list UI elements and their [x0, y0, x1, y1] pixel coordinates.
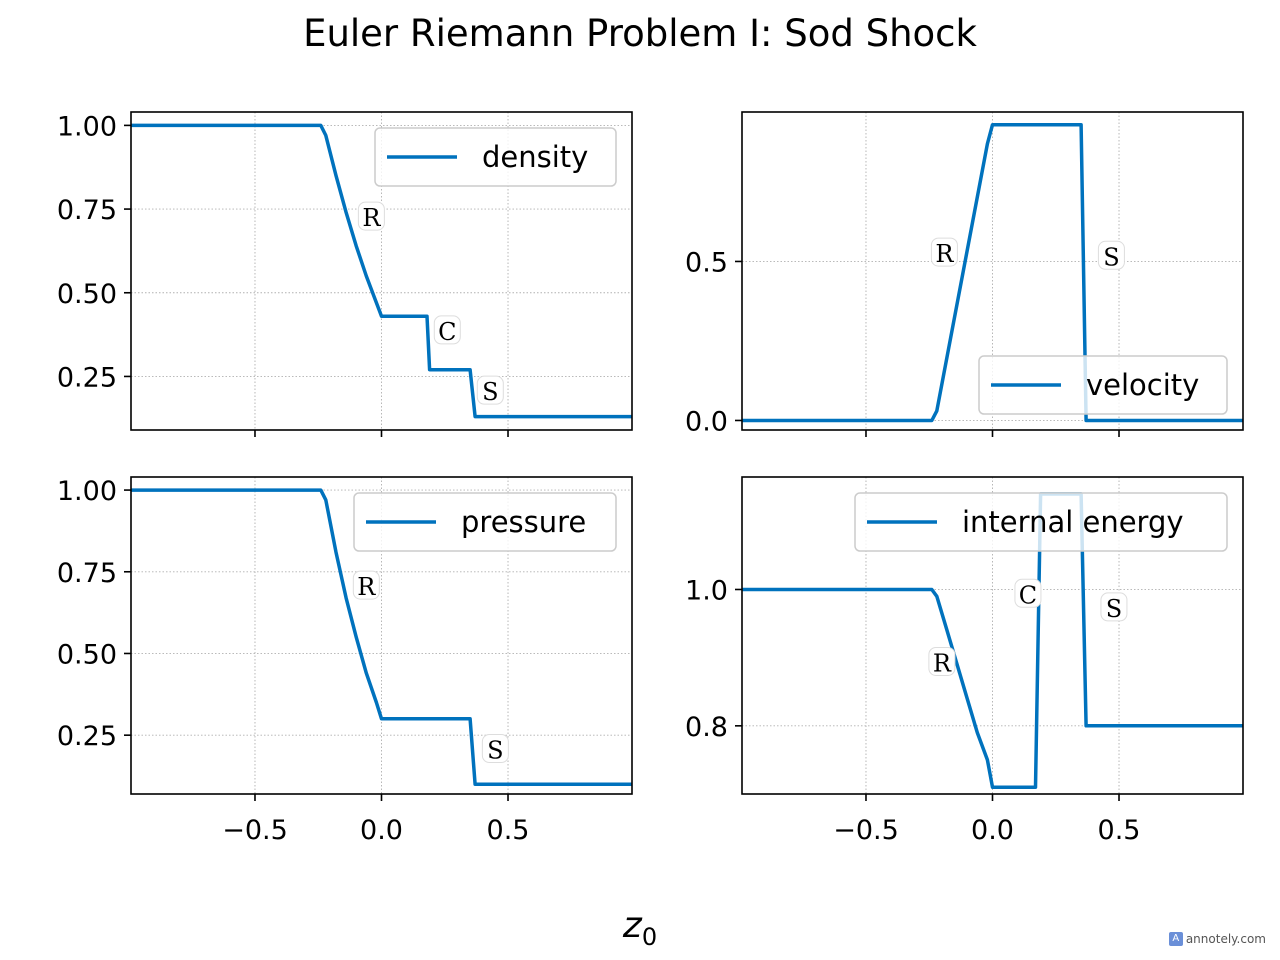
annotation-label-C: C — [1019, 581, 1037, 609]
y-tick-label: 1.00 — [57, 476, 117, 507]
annotation-label-R: R — [935, 240, 954, 268]
legend-box — [374, 127, 617, 187]
x-tick-label: 0.5 — [487, 815, 530, 846]
legend-box — [854, 492, 1228, 552]
annotation-label-R: R — [362, 204, 381, 232]
y-tick-label: 0.25 — [57, 721, 117, 752]
legend-label: pressure — [461, 505, 586, 539]
annotation-box — [481, 734, 509, 764]
shared-x-axis-label: z0 — [622, 905, 658, 952]
y-tick-label: 0.75 — [57, 558, 117, 589]
legend-box — [353, 492, 617, 552]
legend-label: internal energy — [962, 505, 1184, 539]
annotation-label-R: R — [933, 649, 952, 677]
annotation-box — [928, 646, 956, 676]
annotation-box — [1100, 592, 1128, 622]
y-tick-label: 0.50 — [57, 279, 117, 310]
annotation-box — [352, 570, 380, 600]
annotation-label-S: S — [1106, 595, 1122, 623]
x-tick-label: −0.5 — [833, 815, 899, 846]
y-tick-label: 0.75 — [57, 195, 117, 226]
x-tick-label: 0.0 — [360, 815, 403, 846]
annotely-logo-icon: A — [1168, 932, 1183, 946]
y-tick-label: 0.50 — [57, 639, 117, 670]
legend-label: density — [482, 140, 588, 174]
x-tick-label: −0.5 — [222, 815, 288, 846]
y-tick-label: 0.5 — [685, 247, 728, 278]
annotation-label-S: S — [487, 737, 503, 765]
annotation-box — [357, 201, 385, 231]
annotation-box — [1014, 578, 1042, 608]
y-tick-label: 0.0 — [685, 406, 728, 437]
y-tick-label: 1.0 — [685, 575, 728, 606]
watermark: A annotely.com — [1168, 932, 1266, 946]
watermark-text: annotely.com — [1185, 932, 1266, 946]
annotation-label-R: R — [357, 573, 376, 601]
legend-label: velocity — [1086, 368, 1199, 402]
x-tick-label: 0.5 — [1098, 815, 1141, 846]
legend-box — [978, 355, 1228, 415]
annotation-box — [930, 237, 958, 267]
y-tick-label: 0.8 — [685, 712, 728, 743]
annotation-box — [476, 375, 504, 405]
annotation-label-S: S — [482, 378, 498, 406]
series-line-pressure — [131, 488, 632, 786]
annotation-label-S: S — [1103, 243, 1119, 271]
y-tick-label: 1.00 — [57, 111, 117, 142]
annotation-box — [433, 315, 461, 345]
y-tick-label: 0.25 — [57, 362, 117, 393]
series-line-density — [131, 123, 632, 419]
annotation-label-C: C — [438, 318, 456, 346]
x-tick-label: 0.0 — [971, 815, 1014, 846]
annotation-box — [1097, 240, 1125, 270]
figure-title: Euler Riemann Problem I: Sod Shock — [303, 12, 977, 55]
